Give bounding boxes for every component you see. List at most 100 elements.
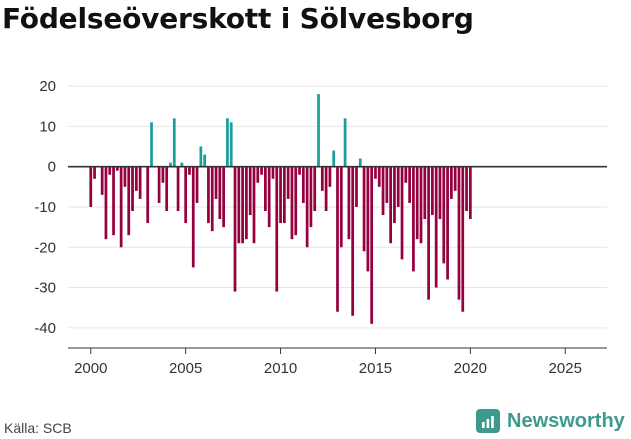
bar xyxy=(264,166,267,211)
bar xyxy=(127,166,131,236)
bar xyxy=(453,166,457,191)
bar xyxy=(362,166,366,252)
bar xyxy=(385,166,389,203)
bar xyxy=(180,162,184,167)
bar xyxy=(226,118,229,167)
bar xyxy=(374,166,377,179)
bar xyxy=(199,146,203,167)
bar xyxy=(343,118,347,167)
y-tick-label: -40 xyxy=(34,320,56,337)
bar xyxy=(165,166,169,211)
bar xyxy=(191,166,195,268)
bar xyxy=(286,166,290,199)
bar xyxy=(119,166,123,248)
bar xyxy=(112,166,115,236)
bar xyxy=(389,166,393,244)
bar xyxy=(108,166,112,175)
bar xyxy=(252,166,256,244)
bar xyxy=(461,166,465,312)
bar xyxy=(328,166,332,187)
bar xyxy=(93,166,96,179)
bar xyxy=(438,166,442,220)
bar xyxy=(134,166,138,191)
bar xyxy=(377,166,381,187)
bar xyxy=(381,166,385,216)
bar xyxy=(210,166,214,232)
bar xyxy=(339,166,343,248)
bar xyxy=(457,166,461,300)
bar xyxy=(241,166,244,244)
bar xyxy=(423,166,427,220)
bar xyxy=(305,166,309,248)
bar xyxy=(434,166,438,288)
bar xyxy=(267,166,271,228)
bar xyxy=(290,166,294,240)
x-tick-label: 2010 xyxy=(264,360,297,377)
bar xyxy=(442,166,446,264)
bar xyxy=(237,166,241,244)
bar xyxy=(256,166,260,183)
bar xyxy=(358,158,362,167)
bar xyxy=(404,166,408,183)
brand-name: Newsworthy xyxy=(507,409,625,432)
bar xyxy=(336,166,339,312)
x-tick-label: 2015 xyxy=(359,360,392,377)
chart-title: Födelseöverskott i Sölvesborg xyxy=(2,2,474,35)
bar xyxy=(203,154,207,167)
bar xyxy=(184,166,188,224)
bar xyxy=(146,166,150,224)
bar xyxy=(415,166,419,240)
bar xyxy=(317,94,320,167)
bar xyxy=(450,166,453,199)
bar xyxy=(271,166,275,179)
bar xyxy=(169,162,172,167)
bar xyxy=(298,166,301,175)
bar xyxy=(176,166,180,211)
bar xyxy=(89,166,93,207)
x-tick-label: 2020 xyxy=(454,360,487,377)
bar xyxy=(366,166,370,272)
bar xyxy=(245,166,248,240)
bar xyxy=(419,166,423,244)
bar xyxy=(279,166,282,224)
x-tick-label: 2005 xyxy=(169,360,202,377)
bar xyxy=(408,166,411,203)
bar xyxy=(324,166,328,211)
bar xyxy=(188,166,191,175)
bar xyxy=(396,166,400,207)
bar xyxy=(195,166,199,203)
bar xyxy=(161,166,165,183)
newsworthy-logo-icon xyxy=(476,409,500,433)
bar xyxy=(282,166,286,224)
bar xyxy=(172,118,176,167)
bar xyxy=(446,166,449,280)
bars xyxy=(89,94,472,324)
source-label: Källa: SCB xyxy=(4,420,72,436)
bar xyxy=(347,166,351,240)
y-tick-label: 20 xyxy=(39,78,56,95)
bar xyxy=(294,166,298,236)
bar xyxy=(400,166,404,260)
bar xyxy=(275,166,279,292)
bar xyxy=(123,166,127,187)
y-tick-label: 10 xyxy=(39,118,56,135)
bar xyxy=(233,166,237,292)
bar xyxy=(218,166,222,220)
bar xyxy=(332,150,336,167)
y-axis-labels: 20 10 0 -10 -20 -30 -40 xyxy=(34,78,56,337)
x-tick-label: 2025 xyxy=(549,360,582,377)
bar xyxy=(115,166,119,171)
bar xyxy=(100,166,104,195)
bar xyxy=(355,166,358,207)
bar xyxy=(229,122,233,167)
x-tick-label: 2000 xyxy=(74,360,107,377)
newsworthy-logo: Newsworthy xyxy=(476,409,625,433)
bar xyxy=(104,166,108,240)
bar xyxy=(222,166,225,228)
bar xyxy=(468,166,472,220)
bar xyxy=(260,166,263,175)
y-tick-label: -20 xyxy=(34,239,56,256)
bar xyxy=(393,166,396,224)
x-axis: 2000 2005 2010 2015 2020 2025 xyxy=(68,347,607,377)
